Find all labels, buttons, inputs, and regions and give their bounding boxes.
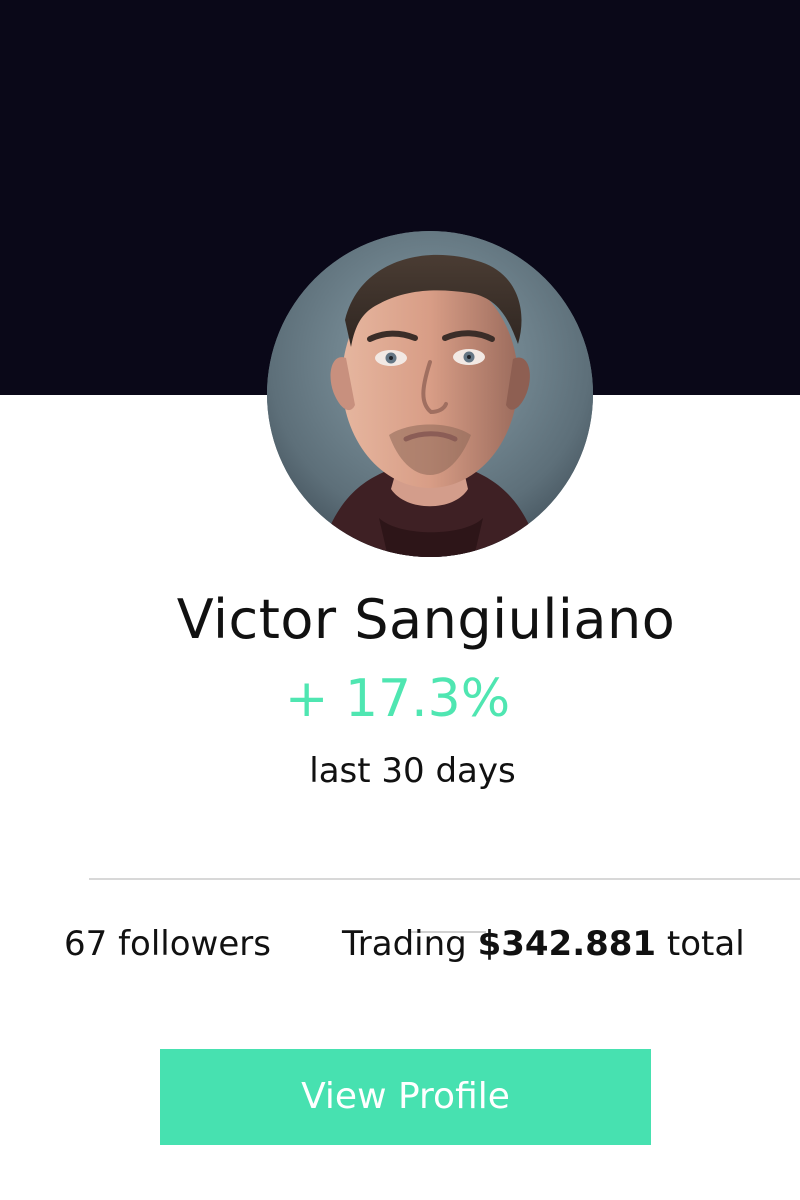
profile-name: Victor Sangiuliano xyxy=(176,588,676,651)
trading-amount: $342.881 xyxy=(477,924,657,964)
trading-suffix: total xyxy=(656,924,745,964)
section-divider xyxy=(89,878,800,880)
person-portrait-icon xyxy=(267,231,593,557)
divider-mark xyxy=(408,931,486,933)
trading-total: Trading $342.881 total xyxy=(342,921,745,967)
view-profile-button[interactable]: View Profile xyxy=(160,1049,651,1145)
profile-avatar xyxy=(267,231,593,557)
period-label: last 30 days xyxy=(309,751,516,791)
followers-count: 67 followers xyxy=(64,924,271,964)
profit-change: + 17.3% xyxy=(284,669,511,729)
trading-prefix: Trading xyxy=(342,924,478,964)
